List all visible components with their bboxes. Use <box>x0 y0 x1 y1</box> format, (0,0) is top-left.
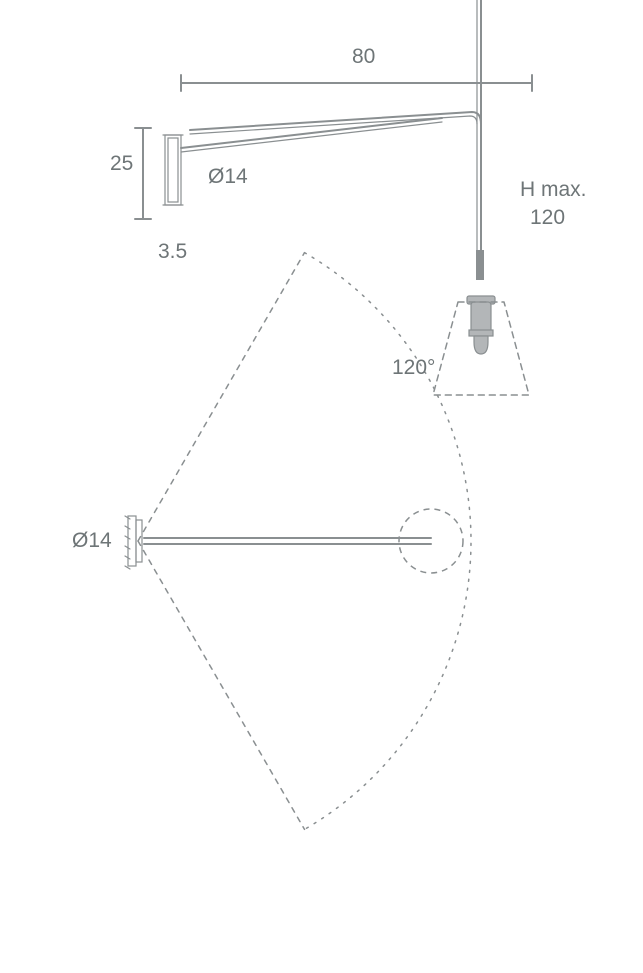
dim-label: 120° <box>392 356 435 379</box>
dim-label: H max. <box>520 178 587 201</box>
dim-label: 25 <box>110 152 133 175</box>
dim-label: Ø14 <box>72 529 112 552</box>
dim-label: Ø14 <box>208 165 248 188</box>
dim-label: 120 <box>530 206 565 229</box>
dim-label: 3.5 <box>158 240 187 263</box>
dim-label: 80 <box>352 45 375 68</box>
